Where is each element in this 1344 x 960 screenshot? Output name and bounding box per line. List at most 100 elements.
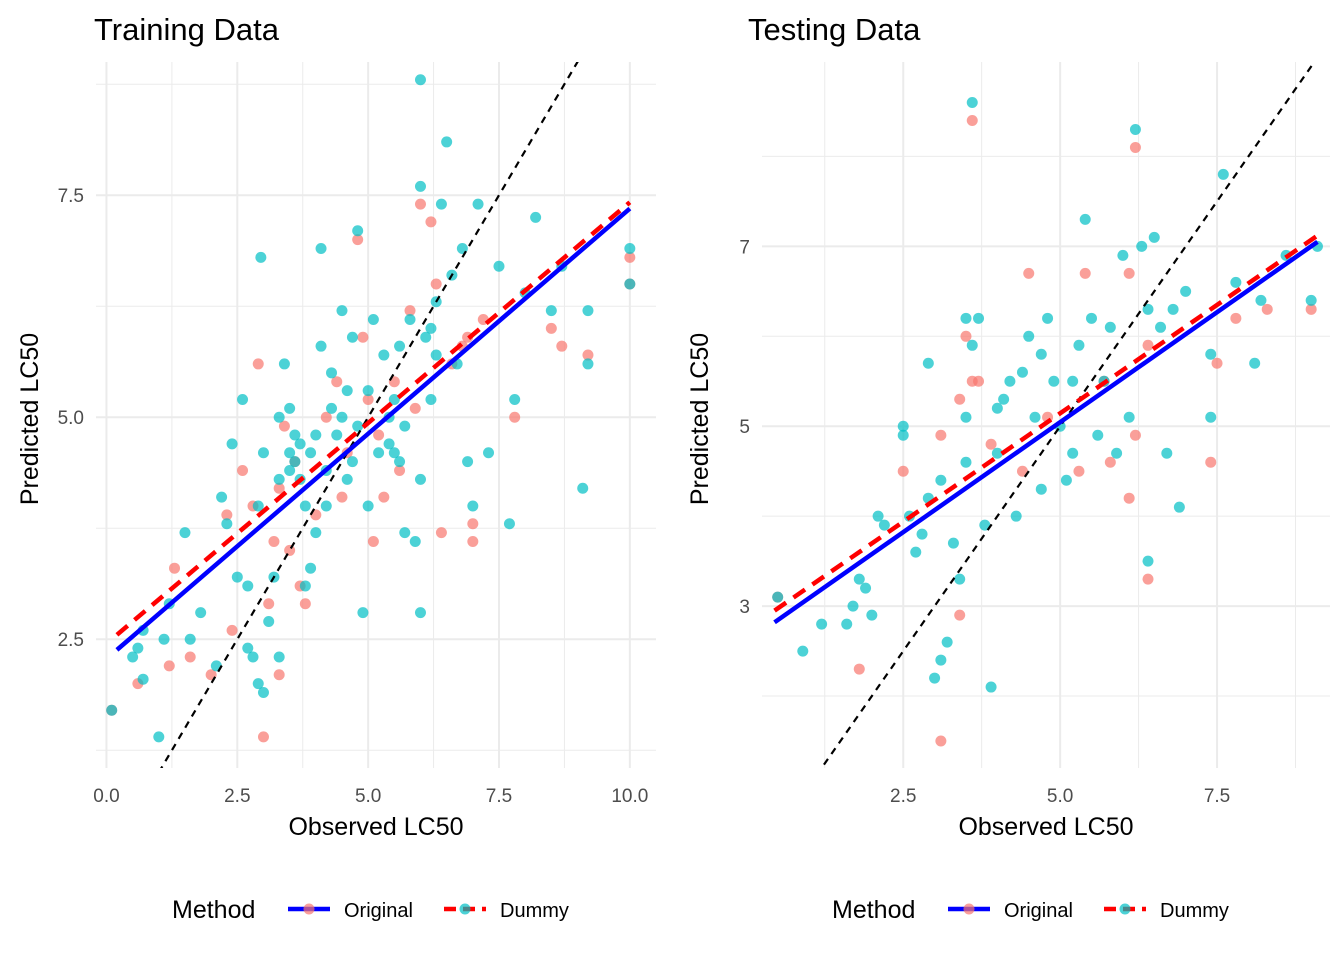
dummy-point [954,573,966,585]
original-point [935,735,947,747]
dummy-point [299,580,311,592]
dummy-point [273,651,285,663]
dummy-point [367,314,379,326]
x-tick-label: 10.0 [611,786,648,807]
x-tick-label: 2.5 [224,786,250,807]
series-original [772,114,1317,747]
dummy-point [973,312,985,324]
dummy-point [414,473,426,485]
original-point [973,375,985,387]
original-point [169,562,181,574]
dummy-point [960,411,972,423]
dummy-point [346,331,358,343]
dummy-point [1180,285,1192,297]
dummy-point [1161,447,1173,459]
dummy-point [263,615,275,627]
dummy-point [1042,312,1054,324]
dummy-point [252,678,264,690]
original-point [1211,357,1223,369]
dummy-point [352,225,364,237]
x-axis-label: Observed LC50 [958,813,1133,841]
dummy-point [577,482,589,494]
original-point [278,420,290,432]
dummy-point [305,562,317,574]
original-point [226,624,238,636]
dummy-point [1255,294,1267,306]
dummy-point [352,420,364,432]
original-point [331,376,343,388]
dummy-point [247,651,259,663]
dummy-point [273,411,285,423]
dummy-point [420,331,432,343]
original-fit-line [115,206,632,652]
dummy-point [430,349,442,361]
original-point [1104,456,1116,468]
dummy-point [242,642,254,654]
dummy-point [383,438,395,450]
original-point [1142,573,1154,585]
dummy-point [1010,510,1022,522]
dummy-point [922,357,934,369]
dummy-point [425,393,437,405]
dummy-point [305,447,317,459]
dummy-point [991,402,1003,414]
original-point [954,609,966,621]
original-point [1305,303,1317,315]
x-tick-label: 2.5 [890,786,916,807]
dummy-point [388,393,400,405]
dummy-point [346,456,358,468]
dummy-point [284,402,296,414]
y-tick-label: 5.0 [58,408,84,429]
dummy-point [1205,348,1217,360]
dummy-point [1035,348,1047,360]
original-point [966,114,978,126]
original-point [409,402,421,414]
dummy-point [414,607,426,619]
dummy-point [184,633,196,645]
original-point [357,331,369,343]
dummy-point [935,654,947,666]
legend-original-label: Original [344,900,413,922]
dummy-point [1173,501,1185,513]
original-point [1123,492,1135,504]
dummy-point [503,518,515,530]
dummy-point [1148,231,1160,243]
dummy-point [414,180,426,192]
original-point [467,536,479,548]
dummy-point [985,681,997,693]
dummy-point [441,136,453,148]
original-point [1142,339,1154,351]
dummy-point [624,242,636,254]
original-point [1205,456,1217,468]
dummy-point [1136,240,1148,252]
dummy-point [106,704,118,716]
chart-title: Testing Data [748,12,921,47]
dummy-point [1142,555,1154,567]
dummy-point [1167,303,1179,315]
dummy-point [320,500,332,512]
dummy-point [509,393,521,405]
dummy-point [1023,330,1035,342]
original-point [1123,267,1135,279]
dummy-point [530,211,542,223]
plot-area [106,62,636,768]
x-tick-label: 0.0 [93,786,119,807]
dummy-point [960,456,972,468]
dummy-point [1117,249,1129,261]
dummy-point [299,500,311,512]
dummy-point [1205,411,1217,423]
legend: Method Original Dummy [832,896,1229,924]
original-point [624,251,636,263]
dummy-point [231,571,243,583]
dummy-point [373,447,385,459]
dummy-point [399,527,411,539]
dummy-point [1060,474,1072,486]
chart-title: Training Data [94,12,280,47]
original-point [378,491,390,503]
dummy-point [797,645,809,657]
identity-line [820,62,1316,768]
dummy-fit-line [773,233,1319,613]
dummy-point [772,591,784,603]
dummy-point [816,618,828,630]
